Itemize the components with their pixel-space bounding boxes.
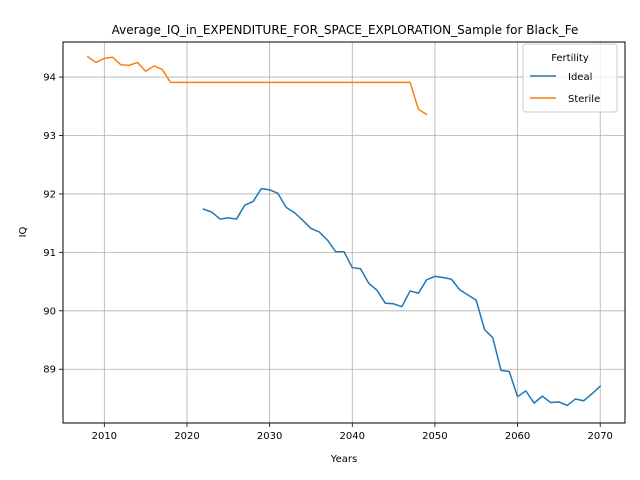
x-axis-label: Years — [330, 454, 357, 465]
legend-box — [522, 43, 618, 113]
legend-title: Fertility — [551, 53, 589, 64]
x-tick-label: 2060 — [505, 431, 530, 442]
legend-entry-ideal: Ideal — [568, 72, 592, 83]
legend-entry-sterile: Sterile — [568, 94, 600, 105]
x-tick-label: 2010 — [92, 431, 117, 442]
legend: Fertility Ideal Sterile — [522, 43, 618, 113]
x-tick-label: 2030 — [257, 431, 282, 442]
plot-frame — [62, 41, 626, 424]
x-tick-label: 2050 — [422, 431, 447, 442]
y-tick-label: 91 — [43, 248, 56, 259]
x-tick-label: 2040 — [340, 431, 365, 442]
x-tick-label: 2070 — [587, 431, 612, 442]
y-tick-label: 93 — [43, 131, 56, 142]
series-layer — [86, 55, 602, 407]
series-line-sterile — [86, 55, 428, 116]
y-tick-label: 92 — [43, 189, 56, 200]
y-axis-label: IQ — [18, 226, 29, 237]
x-tick-label: 2020 — [174, 431, 199, 442]
y-tick-label: 90 — [43, 306, 56, 317]
x-axis: 2010 2020 2030 2040 2050 2060 2070 — [92, 423, 613, 442]
chart-title: Average_IQ_in_EXPENDITURE_FOR_SPACE_EXPL… — [112, 23, 579, 37]
y-tick-label: 94 — [43, 73, 56, 84]
y-axis: 89 90 91 92 93 94 — [43, 73, 63, 376]
series-line-ideal — [202, 187, 602, 407]
y-tick-label: 89 — [43, 365, 56, 376]
